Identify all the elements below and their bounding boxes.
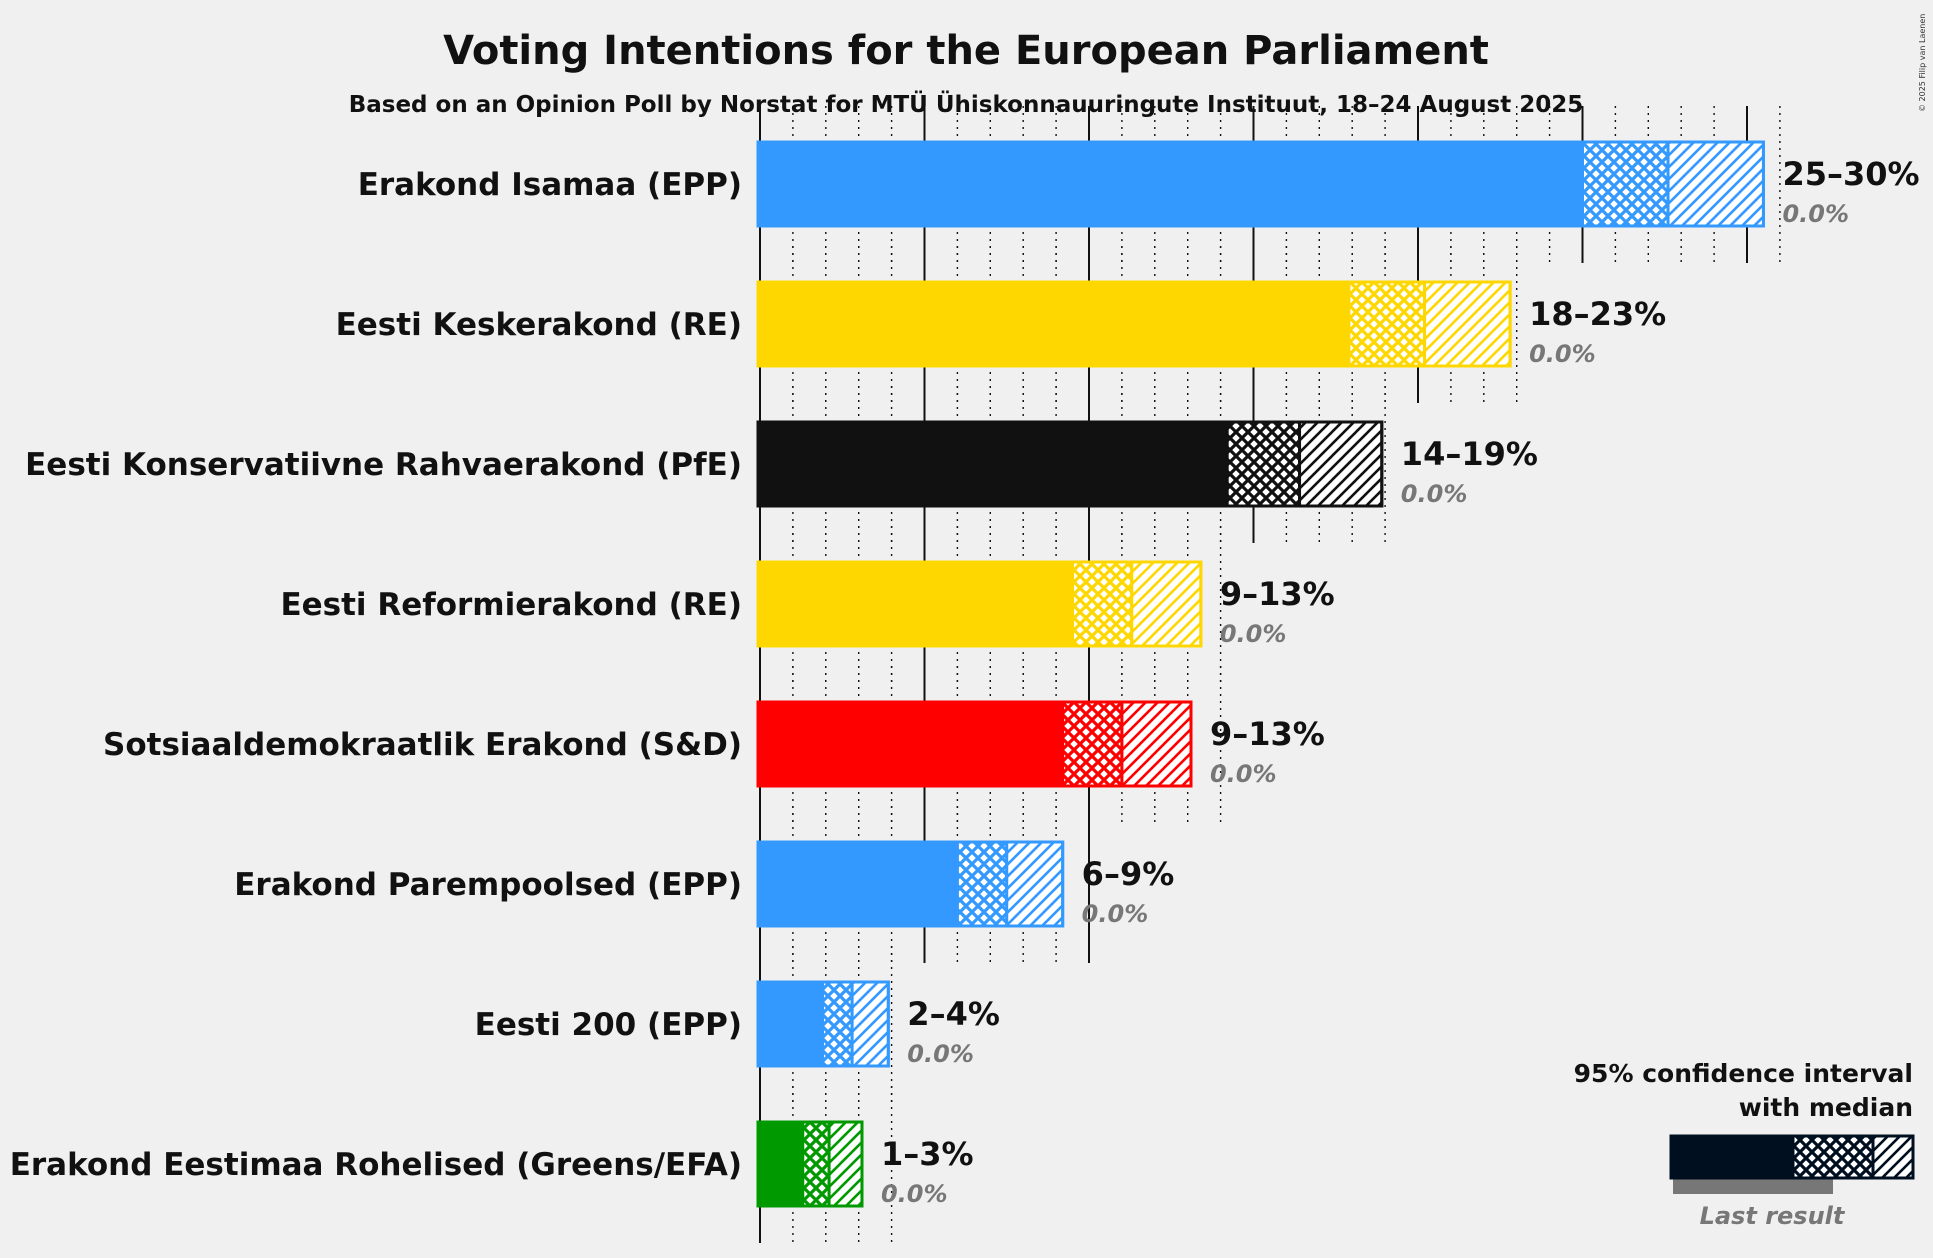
legend-last-result-label: Last result — [1700, 1202, 1846, 1230]
range-label: 25–30% — [1782, 155, 1919, 193]
party-label: Erakond Parempoolsed (EPP) — [234, 867, 742, 903]
last-result-label: 0.0% — [1220, 620, 1287, 648]
bar-solid — [758, 702, 1063, 786]
range-label: 9–13% — [1210, 715, 1325, 753]
range-label: 14–19% — [1401, 435, 1538, 473]
party-label: Erakond Eestimaa Rohelised (Greens/EFA) — [10, 1147, 742, 1183]
chart-subtitle: Based on an Opinion Poll by Norstat for … — [349, 90, 1584, 118]
bar-ci-lower — [821, 980, 854, 1068]
range-label: 6–9% — [1082, 855, 1175, 893]
bar-solid — [758, 282, 1349, 366]
party-row: Erakond Isamaa (EPP) 25–30% 0.0% — [358, 106, 1920, 263]
party-label: Erakond Isamaa (EPP) — [358, 167, 742, 203]
party-label: Eesti Reformierakond (RE) — [280, 587, 742, 623]
bar-ci-upper — [1666, 140, 1765, 228]
bar-solid — [758, 422, 1228, 506]
bar-solid — [758, 142, 1583, 226]
chart-title: Voting Intentions for the European Parli… — [443, 28, 1489, 74]
party-row: Eesti Keskerakond (RE) 18–23% 0.0% — [336, 246, 1666, 403]
party-row: Sotsiaaldemokraatlik Erakond (S&D) 9–13% 0… — [103, 666, 1325, 823]
bar-solid — [758, 1122, 803, 1206]
last-result-label: 0.0% — [1782, 200, 1849, 228]
party-label: Eesti Konservatiivne Rahvaerakond (PfE) — [25, 447, 742, 483]
bar-outline — [756, 840, 1065, 928]
last-result-label: 0.0% — [881, 1180, 948, 1208]
party-row: Eesti Reformierakond (RE) 9–13% 0.0% — [280, 526, 1335, 683]
last-result-label: 0.0% — [1210, 760, 1277, 788]
bar-ci-lower — [1225, 420, 1302, 508]
bar-outline — [756, 280, 1512, 368]
bar-ci-upper — [1120, 700, 1193, 788]
party-row: Erakond Parempoolsed (EPP) 6–9% 0.0% — [234, 806, 1174, 963]
bar-ci-lower — [801, 1120, 831, 1208]
bar-outline — [756, 700, 1193, 788]
party-row: Eesti 200 (EPP) 2–4% 0.0% — [475, 946, 1000, 1103]
bar-outline — [756, 1120, 864, 1208]
bar-outline — [756, 420, 1384, 508]
last-result-label: 0.0% — [1401, 480, 1468, 508]
bar-solid — [758, 982, 823, 1066]
bar-ci-upper — [1298, 420, 1384, 508]
party-row: Erakond Eestimaa Rohelised (Greens/EFA) 1… — [10, 1086, 974, 1243]
copyright-text: © 2025 Filip van Laenen — [1918, 14, 1927, 112]
legend: 95% confidence interval with median Last… — [1574, 1059, 1915, 1230]
bar-outline — [756, 980, 890, 1068]
last-result-label: 0.0% — [1529, 340, 1596, 368]
party-label: Sotsiaaldemokraatlik Erakond (S&D) — [103, 727, 742, 763]
party-row: Eesti Konservatiivne Rahvaerakond (PfE) 1… — [25, 386, 1538, 543]
bar-outline — [756, 560, 1203, 648]
bar-ci-upper — [827, 1120, 864, 1208]
bar-ci-upper — [850, 980, 890, 1068]
party-label: Eesti Keskerakond (RE) — [336, 307, 742, 343]
bar-ci-upper — [1423, 280, 1512, 368]
legend-last-result-bar — [1673, 1177, 1833, 1194]
bar-outline — [756, 140, 1765, 228]
bar-ci-lower — [1071, 560, 1134, 648]
bar-ci-lower — [1347, 280, 1427, 368]
party-label: Eesti 200 (EPP) — [475, 1007, 742, 1043]
legend-diagonal-hatch — [1871, 1134, 1915, 1180]
bar-ci-upper — [1130, 560, 1203, 648]
bar-ci-lower — [1581, 140, 1670, 228]
bar-solid — [758, 562, 1073, 646]
range-label: 1–3% — [881, 1135, 974, 1173]
bar-solid — [758, 842, 958, 926]
bars-layer: Erakond Isamaa (EPP) 25–30%0.0%Eesti Kesk… — [10, 106, 1920, 1243]
range-label: 2–4% — [907, 995, 1000, 1033]
legend-title-line1: 95% confidence interval — [1574, 1059, 1913, 1088]
bar-ci-upper — [1005, 840, 1065, 928]
bar-ci-lower — [955, 840, 1009, 928]
legend-cross-hatch — [1791, 1134, 1875, 1180]
range-label: 9–13% — [1220, 575, 1335, 613]
last-result-label: 0.0% — [907, 1040, 974, 1068]
range-label: 18–23% — [1529, 295, 1666, 333]
legend-outline — [1669, 1134, 1915, 1180]
bar-ci-lower — [1061, 700, 1124, 788]
legend-title-line2: with median — [1739, 1093, 1913, 1122]
legend-solid-bar — [1671, 1136, 1793, 1178]
last-result-label: 0.0% — [1082, 900, 1149, 928]
